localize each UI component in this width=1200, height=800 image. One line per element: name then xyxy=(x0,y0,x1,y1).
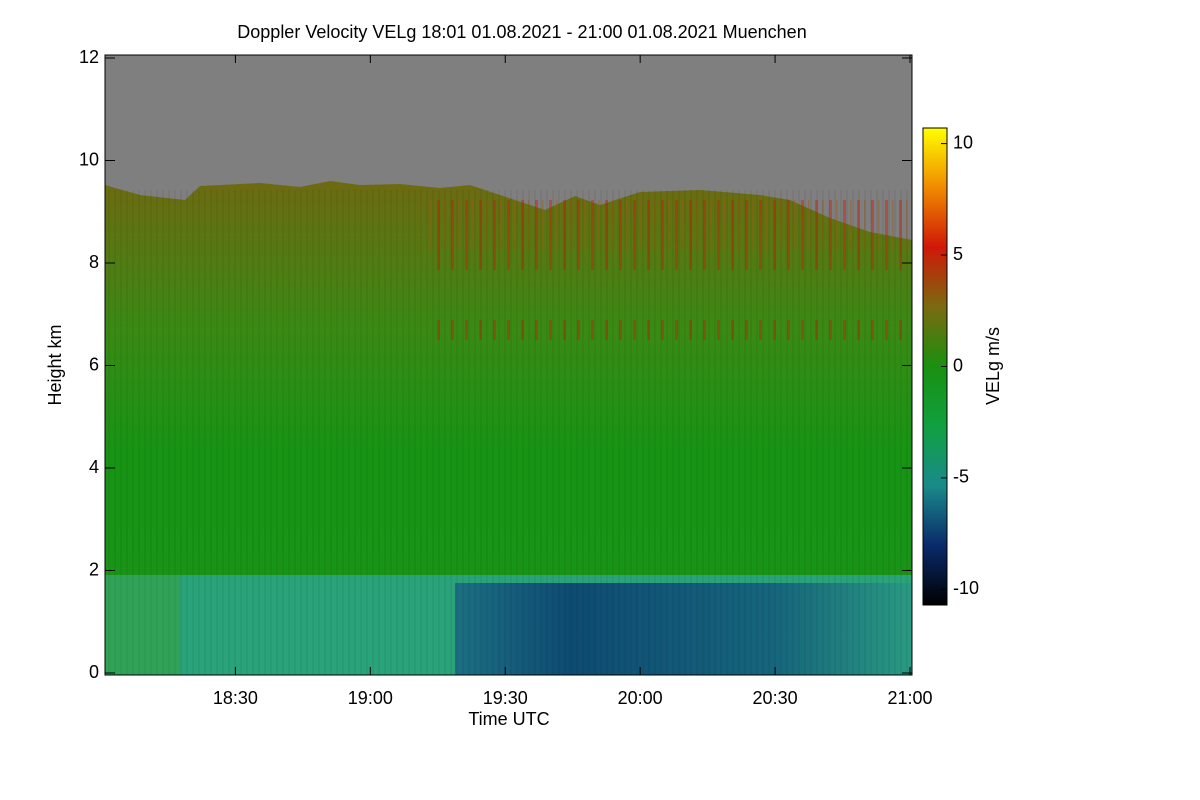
field xyxy=(105,55,912,675)
x-axis-label: Time UTC xyxy=(468,709,549,729)
chart-title: Doppler Velocity VELg 18:01 01.08.2021 -… xyxy=(237,22,806,42)
y-tick-label: 12 xyxy=(79,47,99,67)
x-tick-label: 20:30 xyxy=(753,688,798,708)
texture xyxy=(105,575,912,675)
colorbar-tick-label: -10 xyxy=(953,578,979,598)
x-tick-label: 20:00 xyxy=(618,688,663,708)
y-tick-label: 8 xyxy=(89,252,99,272)
x-tick-label: 19:30 xyxy=(483,688,528,708)
y-tick-label: 6 xyxy=(89,354,99,374)
y-tick-label: 4 xyxy=(89,457,99,477)
colorbar-tick-label: 0 xyxy=(953,355,963,375)
colorbar-tick-label: 5 xyxy=(953,244,963,264)
y-tick-label: 0 xyxy=(89,662,99,682)
colorbar-label: VELg m/s xyxy=(983,327,1003,405)
colorbar-tick-label: -5 xyxy=(953,467,969,487)
colorbar-tick-label: 10 xyxy=(953,132,973,152)
y-axis-label: Height km xyxy=(45,324,65,405)
x-tick-label: 18:30 xyxy=(213,688,258,708)
x-tick-label: 21:00 xyxy=(887,688,932,708)
x-tick-label: 19:00 xyxy=(348,688,393,708)
y-tick-label: 10 xyxy=(79,149,99,169)
y-tick-label: 2 xyxy=(89,559,99,579)
